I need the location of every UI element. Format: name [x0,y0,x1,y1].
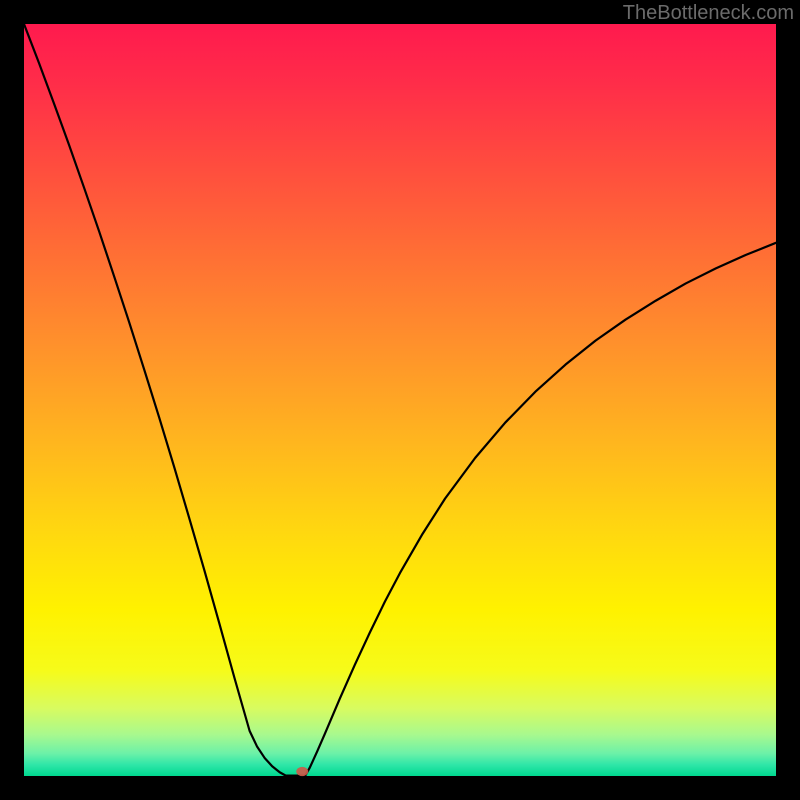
plot-background [24,24,776,776]
watermark-label: TheBottleneck.com [623,2,794,25]
bottleneck-chart [0,0,800,800]
optimal-point-marker [296,767,308,776]
chart-container: TheBottleneck.com [0,0,800,800]
